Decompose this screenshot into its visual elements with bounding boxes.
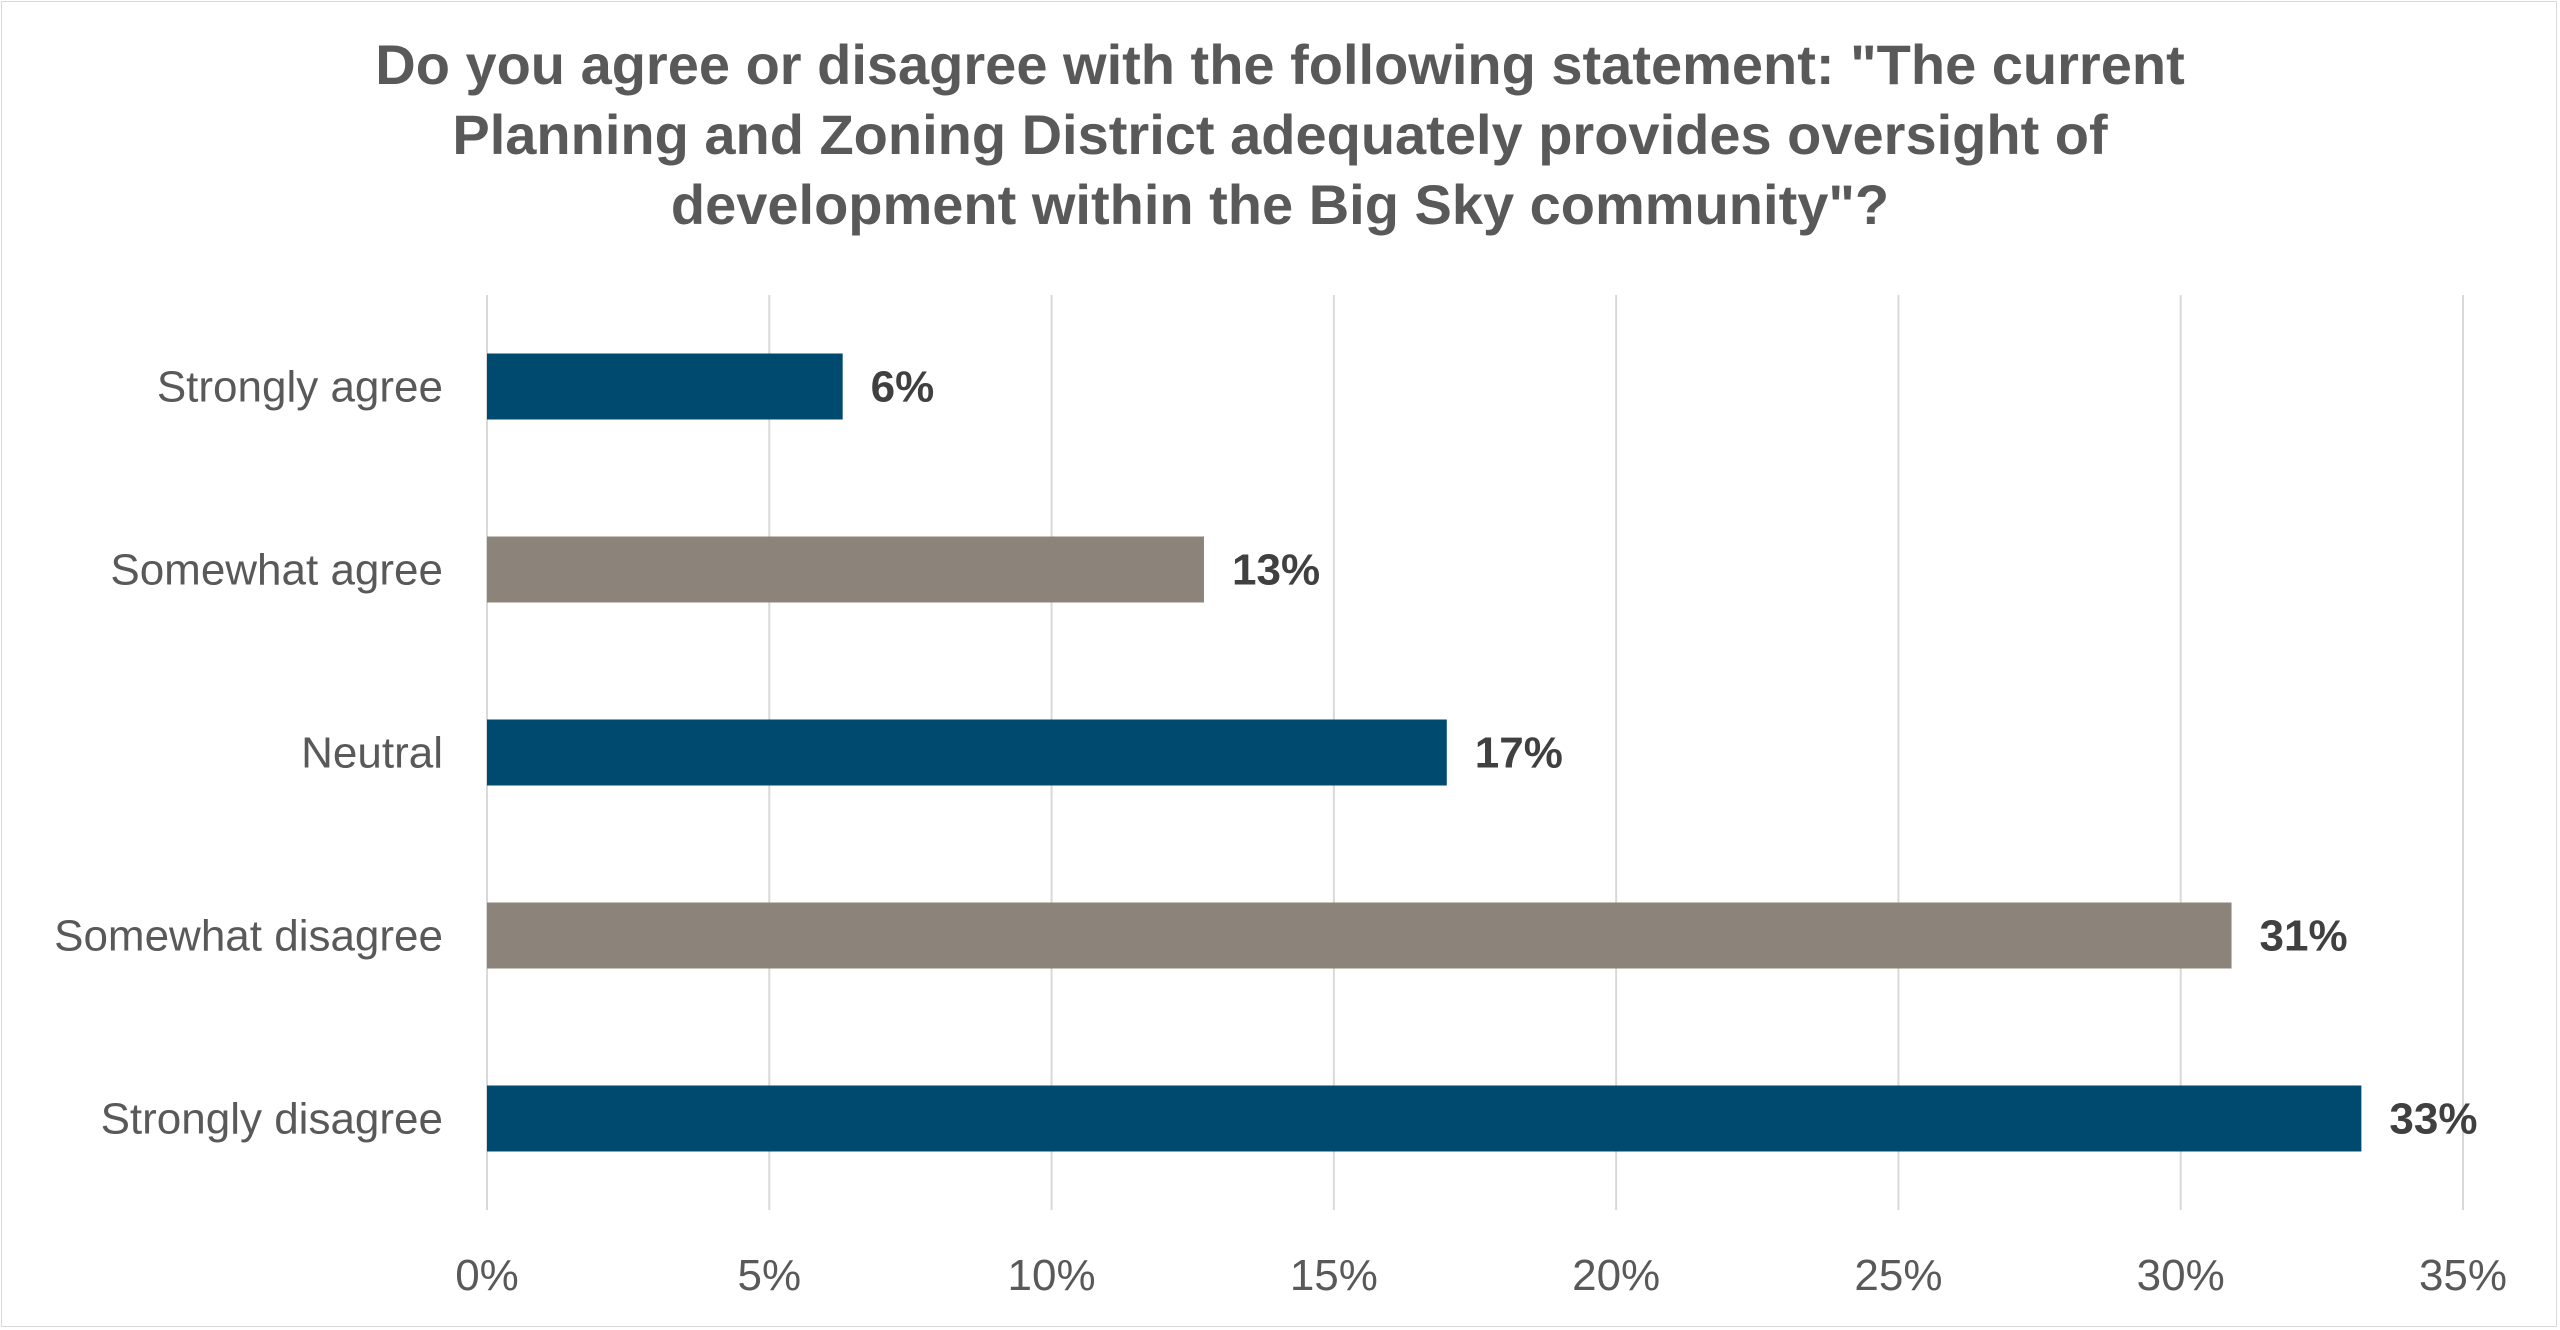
x-tick-label: 35%: [2419, 1251, 2507, 1300]
data-label: 6%: [871, 363, 935, 412]
bar: [487, 1085, 2362, 1152]
x-tick-label: 5%: [737, 1251, 801, 1300]
data-label: 17%: [1475, 729, 1563, 778]
chart-title-line-1: Do you agree or disagree with the follow…: [375, 33, 2185, 96]
bars: [487, 353, 2362, 1152]
x-tick-label: 30%: [2137, 1251, 2225, 1300]
x-tick-label: 20%: [1572, 1251, 1660, 1300]
category-label: Strongly disagree: [101, 1095, 443, 1144]
data-label: 31%: [2260, 912, 2348, 961]
chart-title-line-3: development within the Big Sky community…: [670, 173, 1890, 236]
category-label: Neutral: [301, 729, 443, 778]
data-label: 33%: [2389, 1095, 2477, 1144]
chart-title: Do you agree or disagree with the follow…: [180, 30, 2380, 240]
category-label: Somewhat agree: [110, 546, 443, 595]
bar: [487, 902, 2232, 969]
category-label: Strongly agree: [157, 363, 443, 412]
bar: [487, 719, 1447, 786]
data-label: 13%: [1232, 546, 1320, 595]
x-tick-label: 0%: [455, 1251, 519, 1300]
x-tick-label: 25%: [1854, 1251, 1942, 1300]
bar: [487, 353, 843, 420]
x-tick-label: 15%: [1290, 1251, 1378, 1300]
chart-title-line-2: Planning and Zoning District adequately …: [452, 103, 2108, 166]
bar: [487, 536, 1205, 603]
x-tick-label: 10%: [1008, 1251, 1096, 1300]
labels: 0% 5% 10% 15% 20% 25% 30% 35% Strongly agree 6% So…: [54, 363, 2507, 1301]
category-label: Somewhat disagree: [54, 912, 443, 961]
